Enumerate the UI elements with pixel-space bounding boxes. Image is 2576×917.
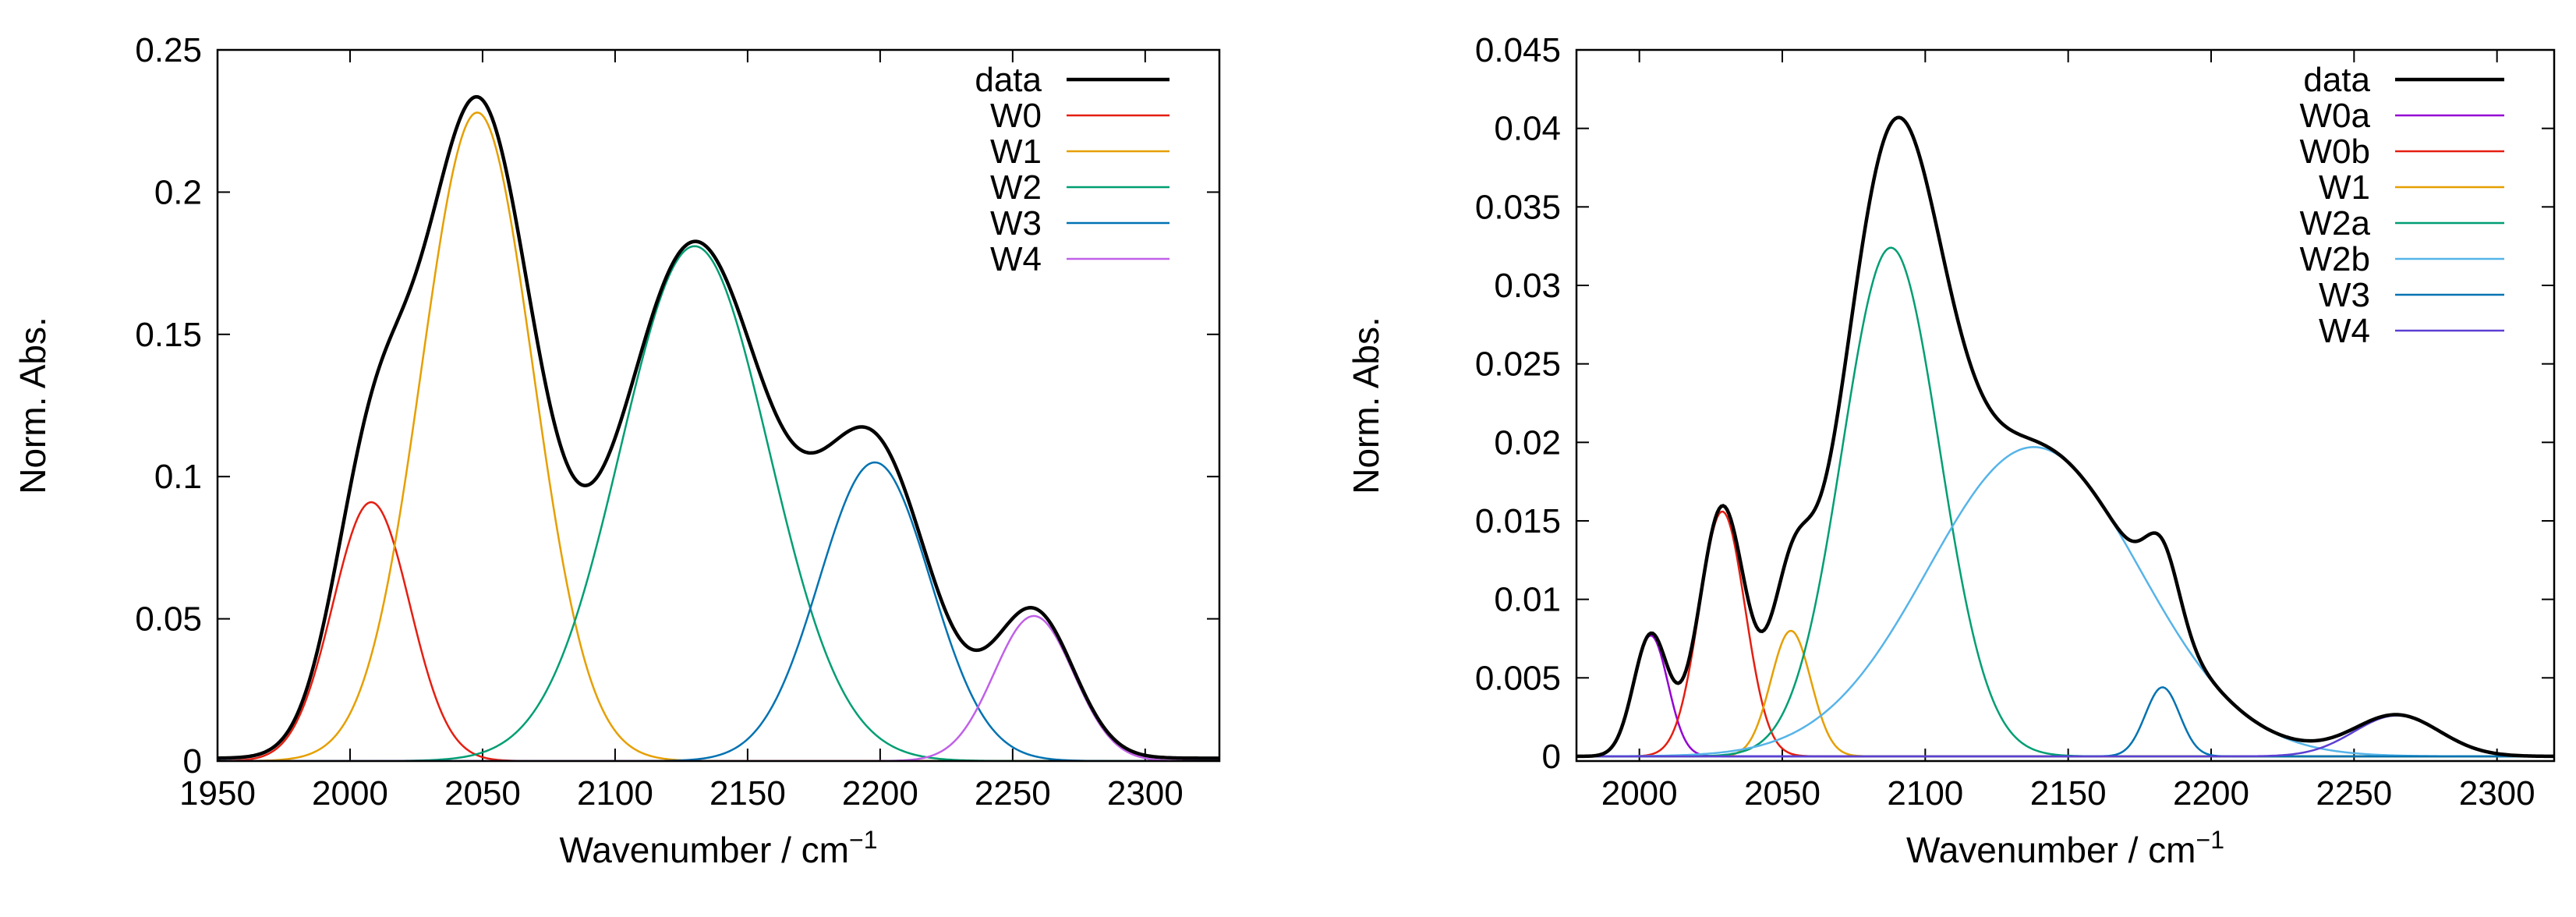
y-tick-label: 0.15 <box>135 316 202 354</box>
x-tick-label: 2200 <box>2173 774 2249 813</box>
legend-label-w2: W2 <box>990 168 1042 207</box>
y-axis-label: Norm. Abs. <box>1346 317 1386 494</box>
y-tick-label: 0 <box>183 742 202 781</box>
series-line-w0a <box>1576 634 2554 758</box>
series-line-w0b <box>1576 510 2554 758</box>
x-tick-label: 2250 <box>2316 774 2392 813</box>
y-tick-label: 0.045 <box>1475 31 1561 69</box>
legend-label-w0b: W0b <box>2300 133 2370 171</box>
x-tick-label: 2250 <box>975 774 1051 813</box>
chart-right: 2000 2050 2100 2150 2200 2250 2300 0 0.005 0.01 0.… <box>1346 31 2556 870</box>
chart-left: 1950 2000 2050 2100 2150 2200 2250 2300 0 0.05 0.1… <box>12 31 1221 870</box>
y-axis-label: Norm. Abs. <box>12 317 53 494</box>
legend-label-w2b: W2b <box>2300 240 2370 278</box>
series-line-w1 <box>1576 629 2554 758</box>
x-tick-label: 2050 <box>444 774 521 813</box>
legend-label-w4: W4 <box>2319 312 2370 350</box>
y-tick-label: 0.05 <box>135 600 202 639</box>
x-tick-label: 2200 <box>842 774 918 813</box>
series-line-w3 <box>1576 686 2554 758</box>
y-tick-label: 0.035 <box>1475 188 1561 226</box>
series-line-w4 <box>218 614 1219 761</box>
y-tick-label: 0.01 <box>1494 581 1561 619</box>
y-tick-label: 0.025 <box>1475 345 1561 384</box>
y-tick-label: 0.2 <box>154 173 202 211</box>
x-tick-label: 1950 <box>179 774 256 813</box>
series-line-w2b <box>1576 446 2554 758</box>
series-line-w3 <box>218 461 1219 761</box>
y-tick-label: 0.005 <box>1475 659 1561 697</box>
legend-label-w0: W0 <box>990 97 1042 135</box>
series-line-w4 <box>1576 714 2554 758</box>
x-tick-label: 2150 <box>709 774 786 813</box>
y-tick-label: 0 <box>1542 738 1561 776</box>
x-axis-label: Wavenumber / cm−1 <box>560 826 878 870</box>
legend-label-w2a: W2a <box>2300 204 2371 243</box>
series-line-data <box>1576 115 2554 759</box>
plot-frame <box>1575 48 2556 763</box>
series-line-data <box>218 94 1219 760</box>
x-tick-label: 2100 <box>577 774 653 813</box>
y-tick-label: 0.02 <box>1494 423 1561 462</box>
y-tick-label: 0.1 <box>154 458 202 496</box>
legend-label-w1: W1 <box>990 133 1042 171</box>
legend-label-w3: W3 <box>2319 276 2370 314</box>
legend-label-w3: W3 <box>990 204 1042 243</box>
x-tick-label: 2150 <box>2030 774 2107 813</box>
x-axis-label: Wavenumber / cm−1 <box>1906 826 2224 870</box>
legend-label-w1: W1 <box>2319 168 2370 207</box>
y-tick-label: 0.25 <box>135 31 202 69</box>
legend-label-w0a: W0a <box>2300 97 2371 135</box>
series-line-w2a <box>1576 246 2554 758</box>
plot-frame <box>216 48 1221 763</box>
x-tick-label: 2300 <box>1107 774 1184 813</box>
x-tick-label: 2000 <box>1601 774 1678 813</box>
legend-label-w4: W4 <box>990 240 1042 278</box>
x-tick-label: 2100 <box>1887 774 1963 813</box>
legend-label-data: data <box>975 61 1042 99</box>
y-tick-label: 0.04 <box>1494 110 1561 148</box>
y-tick-label: 0.03 <box>1494 267 1561 305</box>
y-tick-label: 0.015 <box>1475 502 1561 540</box>
x-tick-label: 2300 <box>2459 774 2535 813</box>
series-line-w0 <box>218 501 1219 761</box>
x-tick-label: 2000 <box>312 774 388 813</box>
legend-label-data: data <box>2303 61 2370 99</box>
x-tick-label: 2050 <box>1744 774 1821 813</box>
